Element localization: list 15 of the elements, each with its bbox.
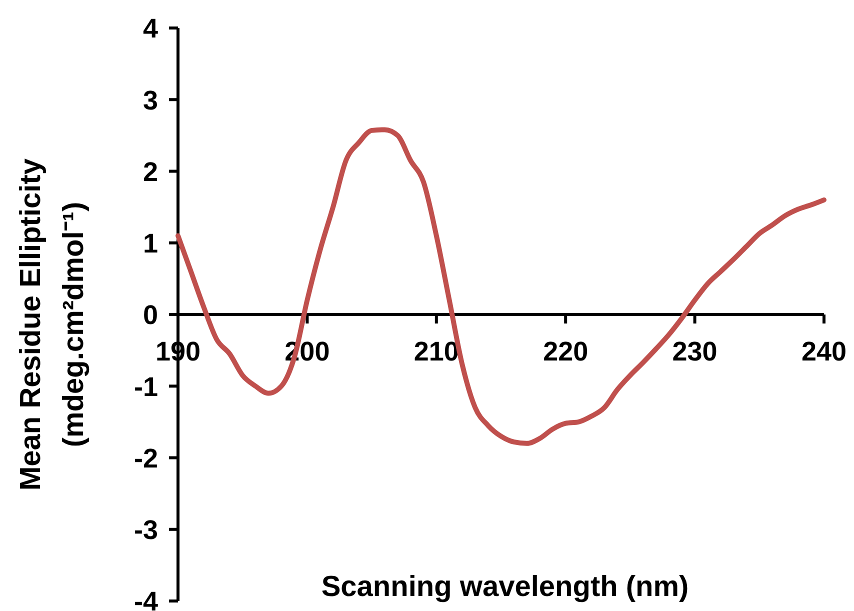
x-tick-label: 230: [672, 336, 718, 366]
y-tick-label: -3: [134, 515, 158, 546]
y-tick-label: 0: [142, 300, 158, 330]
y-tick-label: -1: [134, 372, 158, 402]
y-axis-title: Mean Residue Ellipticity (mdeg.cm²dmol⁻¹): [15, 158, 90, 490]
y-tick-label: 1: [142, 228, 158, 259]
x-tick-label: 210: [414, 336, 459, 366]
y-tick-label: 3: [142, 85, 158, 116]
x-tick-label: 240: [801, 336, 847, 366]
x-axis-title: Scanning wavelength (nm): [321, 571, 689, 603]
y-tick-label: 4: [142, 14, 158, 44]
y-tick-label: 2: [142, 156, 158, 187]
x-tick-label: 220: [543, 336, 588, 366]
y-tick-label: -4: [134, 586, 158, 611]
y-tick-label: -2: [134, 443, 158, 474]
